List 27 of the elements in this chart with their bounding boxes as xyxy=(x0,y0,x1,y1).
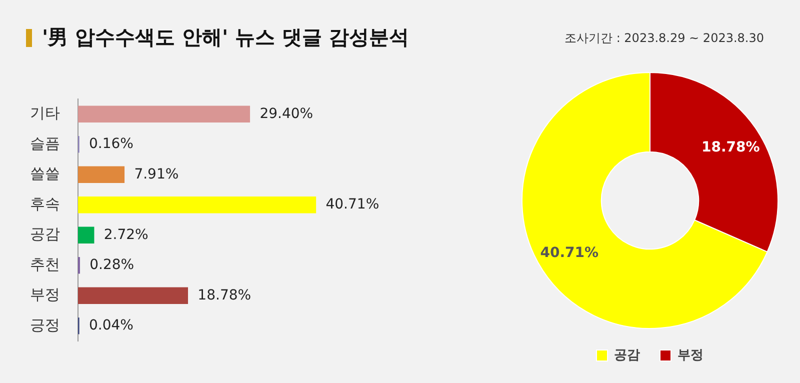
y-tick-label: 슬픔 xyxy=(30,134,60,152)
y-tick-label: 추천 xyxy=(30,255,60,274)
y-tick-label: 기타 xyxy=(30,104,60,122)
bar xyxy=(78,106,250,122)
data-label: 0.16% xyxy=(89,136,134,152)
bar xyxy=(78,196,316,214)
data-label: 2.72% xyxy=(104,226,148,243)
y-tick-label: 긍정 xyxy=(30,316,60,334)
y-tick-label: 부정 xyxy=(30,286,60,304)
data-label: 18.78% xyxy=(701,139,760,156)
bar xyxy=(78,287,188,304)
legend-label: 공감 xyxy=(614,348,640,363)
data-label: 0.28% xyxy=(90,257,134,274)
data-label: 29.40% xyxy=(260,106,314,122)
y-tick-label: 후속 xyxy=(30,194,60,213)
data-label: 7.91% xyxy=(134,166,179,182)
data-label: 0.04% xyxy=(89,318,134,334)
data-label: 18.78% xyxy=(198,287,252,304)
y-tick-label: 쓸쓸 xyxy=(30,164,60,183)
y-tick-label: 공감 xyxy=(30,225,60,244)
bar xyxy=(78,166,125,183)
data-label: 40.71% xyxy=(326,196,380,213)
data-label: 40.71% xyxy=(540,244,599,261)
bar xyxy=(78,226,94,244)
chart-title: '男 압수수색도 안해' 뉴스 댓글 감성분석 xyxy=(42,24,410,51)
text: 조사기간 : 2023.8.29 ~ 2023.8.30 xyxy=(564,30,764,47)
legend-label: 부정 xyxy=(678,348,704,363)
